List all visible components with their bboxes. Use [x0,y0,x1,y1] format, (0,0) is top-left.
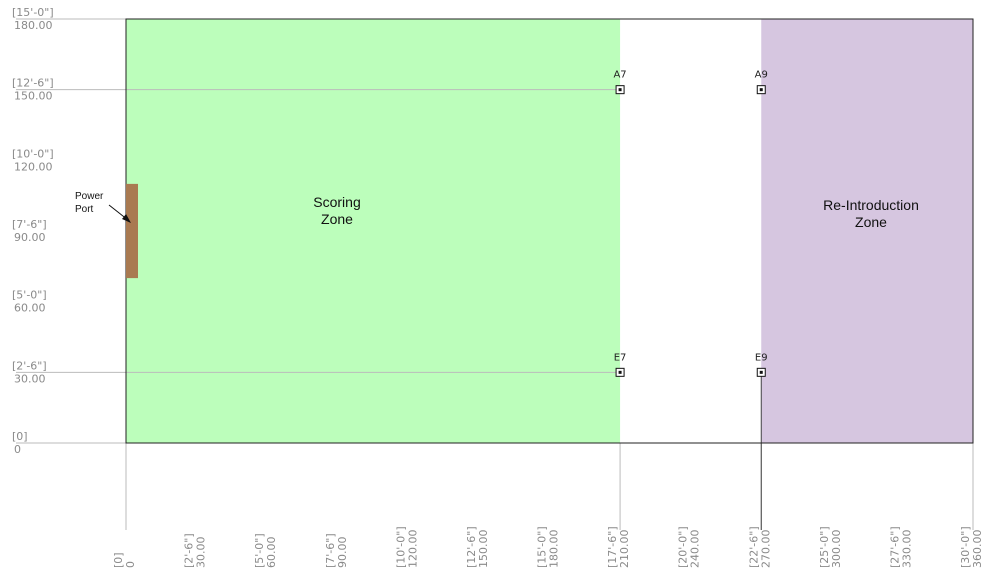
x-dim-label-ft: [20'-0"] [677,526,690,568]
x-dim-label-ft: [25'-0"] [818,526,831,568]
marker-a7-label: A7 [613,70,626,81]
x-dim-label-ft: [0] [112,552,125,568]
reintro-zone-label-line1: Re-Introduction [823,197,919,213]
x-dim-label-num: 90.00 [336,537,349,569]
x-dim-label-ft: [10'-0"] [394,526,407,568]
x-dim-label-num: 60.00 [265,537,278,569]
x-dim-label: [7'-6"] 90.00 [324,533,349,568]
y-dim-label-ft: [7'-6"] [12,218,47,231]
y-dim-label-ft: [10'-0"] [12,147,54,160]
x-dim-label-ft: [15'-0"] [536,526,549,568]
y-dim-label-ft: [5'-0"] [12,289,47,302]
x-dim-label-ft: [22'-6"] [747,526,760,568]
power-port-label-line2: Port [75,204,94,215]
x-dim-label: [2'-6"] 30.00 [183,533,208,568]
marker-a9-label: A9 [755,70,768,81]
x-dim-label-num: 0 [124,561,137,568]
x-dim-label-ft: [30'-0"] [959,526,972,568]
x-dim-label: [27'-6"] 330.00 [888,526,913,568]
y-dim-label-num: 30.00 [14,372,46,385]
x-dim-label-num: 270.00 [759,530,772,569]
x-dim-label-ft: [27'-6"] [888,526,901,568]
x-dim-label-ft: [17'-6"] [606,526,619,568]
x-dim-label-ft: [2'-6"] [183,533,196,568]
x-dim-label-num: 360.00 [971,530,984,569]
x-dim-label-num: 30.00 [195,537,208,569]
x-dim-label-num: 120.00 [406,530,419,569]
marker-e7-dot [618,370,622,374]
y-dim-label-num: 120.00 [14,160,53,173]
x-dim-label: [0] 0 [112,552,137,568]
power-port [126,183,138,279]
x-dim-label: [12'-6"] 150.00 [465,526,490,568]
marker-a7-dot [618,88,622,92]
x-dim-label-num: 180.00 [548,530,561,569]
x-dim-label: [10'-0"] 120.00 [394,526,419,568]
x-dim-label-num: 300.00 [830,530,843,569]
scoring-zone-label-line2: Zone [321,211,353,227]
reintro-zone-label-line2: Zone [855,214,887,230]
marker-e9-label: E9 [755,352,768,363]
scoring-zone [126,19,621,443]
scoring-zone-label-line1: Scoring [313,194,360,210]
y-dim-label-num: 180.00 [14,19,53,32]
marker-e7-label: E7 [614,352,627,363]
x-dim-label: [17'-6"] 210.00 [606,526,631,568]
y-dim-label-ft: [12'-6"] [12,77,54,90]
x-dim-label-ft: [7'-6"] [324,533,337,568]
x-dim-label-num: 330.00 [900,530,913,569]
y-dim-label-num: 60.00 [14,302,46,315]
marker-a9-dot [759,88,763,92]
marker-e9-dot [759,370,763,374]
x-dim-label: [30'-0"] 360.00 [959,526,984,568]
y-dim-label-ft: [2'-6"] [12,359,47,372]
x-dim-label-num: 150.00 [477,530,490,569]
x-dim-label-num: 240.00 [689,530,702,569]
x-dim-label: [5'-0"] 60.00 [253,533,278,568]
power-port-arrowhead [122,214,131,223]
y-dim-label-ft: [15'-0"] [12,6,54,19]
x-dim-label: [25'-0"] 300.00 [818,526,843,568]
x-dim-label-ft: [12'-6"] [465,526,478,568]
x-dim-label: [22'-6"] 270.00 [747,526,772,568]
y-dim-label-num: 90.00 [14,231,46,244]
x-dim-label-ft: [5'-0"] [253,533,266,568]
x-dim-label-num: 210.00 [618,530,631,569]
power-port-label-line1: Power [75,191,104,202]
y-dim-label-num: 0 [14,443,21,456]
y-dim-label-ft: [0] [12,430,28,443]
x-dim-label: [15'-0"] 180.00 [536,526,561,568]
reintro-zone [761,19,973,443]
y-dim-label-num: 150.00 [14,90,53,103]
x-dim-label: [20'-0"] 240.00 [677,526,702,568]
